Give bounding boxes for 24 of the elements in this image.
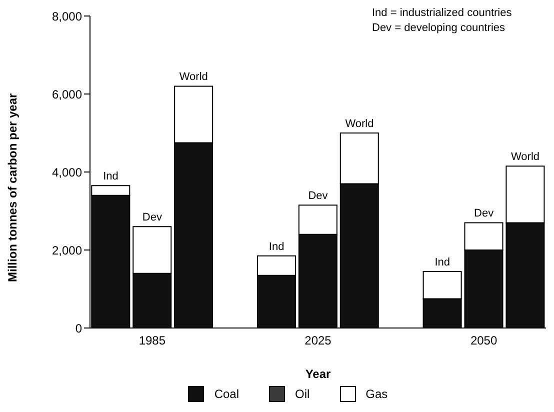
y-axis-title: Million tonnes of carbon per year (5, 92, 20, 282)
annotation: Ind (103, 170, 118, 183)
y-tick-label: 4,000 (52, 165, 82, 180)
annotation: Ind (434, 256, 450, 268)
annotation: World (179, 71, 208, 84)
annotation: World (345, 118, 374, 130)
x-axis-title: Year (305, 367, 332, 381)
x-tick-label: 2050 (470, 334, 498, 348)
annotation: Ind = industrialized countries (372, 6, 512, 21)
annotation: World (511, 151, 540, 164)
annotation: Dev = developing countries (372, 21, 506, 36)
annotation: Dev (142, 212, 162, 224)
y-tick-label: 0 (75, 321, 82, 336)
y-tick-label: 6,000 (52, 87, 82, 102)
legend-label: Coal (213, 386, 239, 402)
x-tick-label: 2025 (304, 334, 332, 348)
legend-label: Gas (364, 386, 388, 402)
y-tick-label: 8,000 (52, 9, 82, 24)
annotation: Ind (268, 240, 284, 253)
legend-label: Oil (294, 386, 310, 402)
y-tick-label: 2,000 (52, 243, 82, 258)
annotation: Dev (474, 208, 494, 220)
annotation: Dev (308, 190, 328, 202)
x-tick-label: 1985 (138, 334, 166, 348)
